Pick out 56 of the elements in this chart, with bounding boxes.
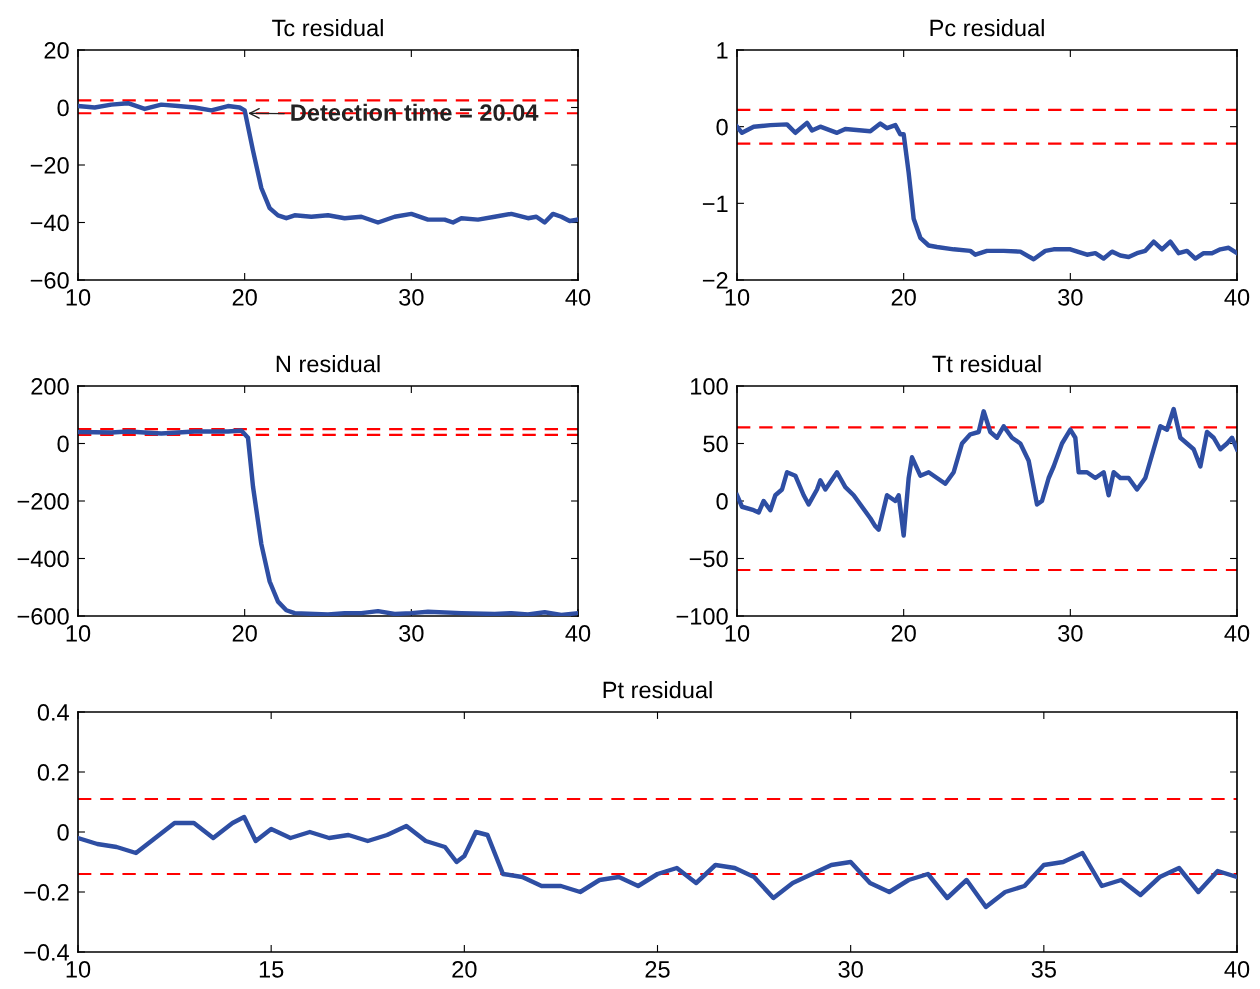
y-tick-label: 1	[717, 42, 728, 59]
chart-title: Tc residual	[272, 19, 383, 37]
x-tick-label: 10	[725, 624, 750, 642]
x-tick-label: 10	[725, 288, 750, 306]
y-tick-label: 0	[57, 824, 69, 841]
x-tick-label: 40	[1224, 960, 1250, 978]
y-tick-label: 100	[691, 378, 728, 395]
y-tick-label: −1	[702, 195, 728, 212]
x-tick-label: 20	[232, 624, 257, 642]
y-tick-label: 0	[57, 99, 69, 117]
y-tick-label: −100	[676, 608, 728, 625]
x-tick-label: 40	[1224, 624, 1250, 642]
y-tick-label: −50	[689, 550, 728, 568]
y-tick-label: −60	[30, 272, 69, 289]
y-tick-label: 0.2	[37, 764, 69, 781]
line-series	[78, 100, 578, 225]
x-tick-label: 10	[66, 624, 91, 642]
y-tick-label: 0	[716, 493, 728, 510]
x-tick-label: 40	[565, 624, 591, 642]
chart-title: Pt residual	[603, 681, 712, 699]
y-tick-label: −2	[702, 272, 728, 289]
x-tick-label: 30	[838, 960, 863, 978]
x-tick-label: 10	[66, 960, 91, 978]
chart-title: N residual	[276, 355, 380, 373]
x-tick-label: 20	[891, 288, 916, 306]
y-tick-label: 0	[716, 118, 728, 136]
x-tick-label: 15	[259, 961, 284, 978]
x-tick-label: 30	[1058, 288, 1083, 306]
y-tick-label: −400	[17, 550, 69, 568]
y-tick-label: −40	[30, 214, 69, 232]
x-tick-label: 40	[565, 288, 591, 306]
y-tick-label: −600	[17, 608, 69, 625]
y-tick-label: 0	[57, 435, 69, 453]
line-series	[78, 814, 1237, 910]
y-tick-label: 20	[44, 42, 69, 59]
x-tick-label: 20	[891, 624, 916, 642]
y-tick-label: 50	[703, 435, 728, 453]
y-tick-label: −200	[17, 493, 69, 510]
y-tick-label: −0.2	[24, 884, 69, 901]
y-tick-label: 0.4	[37, 704, 69, 721]
x-tick-label: 20	[452, 960, 477, 978]
y-tick-label: −0.4	[24, 944, 69, 961]
x-tick-label: 30	[399, 624, 424, 642]
chart-title: Tt residual	[932, 355, 1041, 373]
y-tick-label: −20	[30, 157, 69, 174]
chart-title: Pc residual	[930, 19, 1044, 37]
x-tick-label: 20	[232, 288, 257, 306]
x-tick-label: 40	[1224, 288, 1250, 306]
y-tick-label: 200	[31, 378, 69, 395]
x-tick-label: 10	[66, 288, 91, 306]
x-tick-label: 35	[1031, 960, 1056, 978]
x-tick-label: 30	[399, 288, 424, 306]
x-tick-label: 25	[645, 960, 670, 978]
line-series	[737, 120, 1237, 262]
line-series	[737, 406, 1237, 538]
x-tick-label: 30	[1058, 624, 1083, 642]
